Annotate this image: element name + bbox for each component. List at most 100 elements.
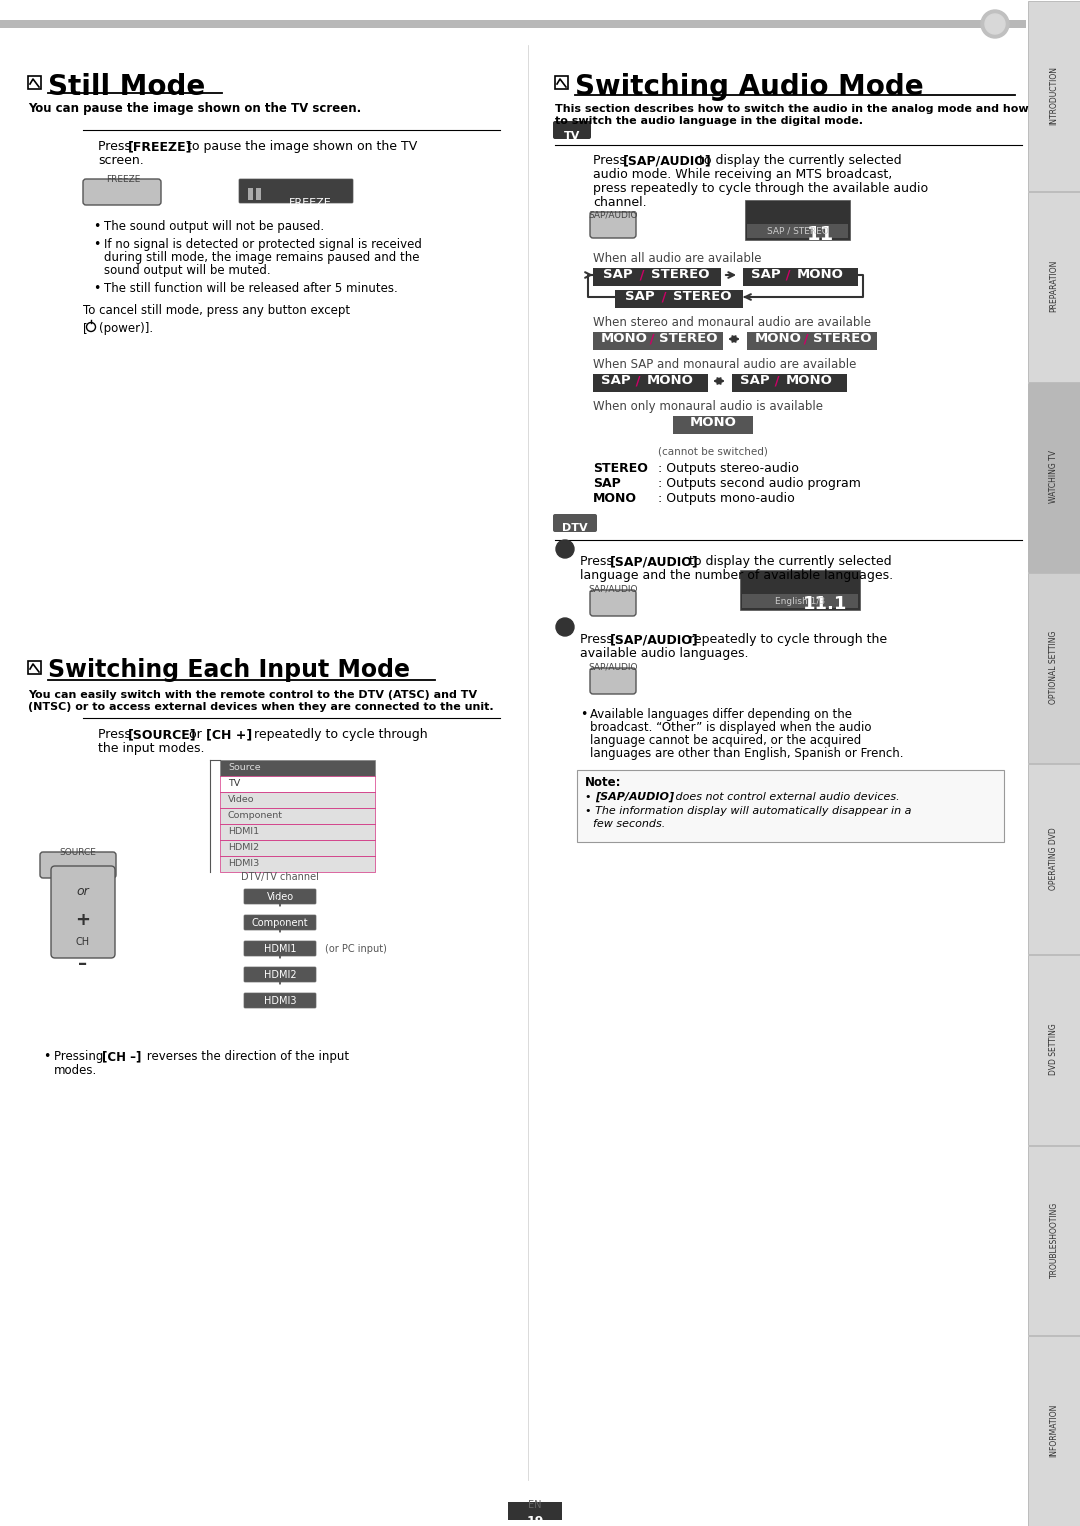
- Text: When only monaural audio is available: When only monaural audio is available: [593, 400, 823, 414]
- FancyBboxPatch shape: [244, 942, 316, 955]
- Text: [SAP/AUDIO]: [SAP/AUDIO]: [610, 633, 699, 645]
- Text: TROUBLESHOOTING: TROUBLESHOOTING: [1050, 1202, 1058, 1277]
- FancyBboxPatch shape: [239, 179, 353, 203]
- Text: MONO: MONO: [647, 374, 693, 388]
- Bar: [1028, 2, 1080, 191]
- Text: sound output will be muted.: sound output will be muted.: [104, 264, 271, 278]
- Text: SAP: SAP: [593, 478, 621, 490]
- Text: Switching Each Input Mode: Switching Each Input Mode: [48, 658, 410, 682]
- FancyBboxPatch shape: [590, 212, 636, 238]
- Bar: [615, 290, 743, 308]
- Text: To cancel still mode, press any button except: To cancel still mode, press any button e…: [83, 304, 350, 317]
- FancyBboxPatch shape: [244, 890, 316, 903]
- Text: /: /: [631, 374, 645, 388]
- Text: or: or: [185, 728, 206, 742]
- Text: DVD SETTING: DVD SETTING: [1050, 1024, 1058, 1074]
- Text: SAP/AUDIO: SAP/AUDIO: [589, 662, 638, 671]
- Text: [SAP/AUDIO]: [SAP/AUDIO]: [595, 792, 674, 803]
- Text: available audio languages.: available audio languages.: [580, 647, 748, 661]
- Text: [: [: [83, 322, 87, 336]
- Text: [SAP/AUDIO]: [SAP/AUDIO]: [610, 555, 699, 568]
- Text: [SOURCE]: [SOURCE]: [129, 728, 197, 742]
- FancyBboxPatch shape: [244, 967, 316, 983]
- Bar: [673, 417, 753, 433]
- Text: STEREO: STEREO: [593, 462, 648, 475]
- Text: SAP/AUDIO: SAP/AUDIO: [589, 584, 638, 594]
- Text: CH: CH: [76, 937, 90, 948]
- Text: (NTSC) or to access external devices when they are connected to the unit.: (NTSC) or to access external devices whe…: [28, 702, 494, 713]
- Text: Press: Press: [593, 154, 630, 166]
- Bar: [248, 188, 253, 200]
- Bar: [220, 824, 375, 839]
- Text: SAP: SAP: [740, 374, 770, 388]
- FancyBboxPatch shape: [553, 121, 591, 139]
- Text: HDMI2: HDMI2: [228, 844, 259, 853]
- Text: The sound output will not be paused.: The sound output will not be paused.: [104, 220, 324, 233]
- Circle shape: [86, 322, 95, 331]
- Text: (or PC input): (or PC input): [325, 943, 387, 954]
- Text: •: •: [585, 792, 595, 803]
- Text: • The information display will automatically disappear in a: • The information display will automatic…: [585, 806, 912, 816]
- Text: /: /: [770, 374, 784, 388]
- Text: or: or: [77, 885, 90, 897]
- Text: MONO: MONO: [600, 333, 648, 345]
- Bar: [745, 200, 850, 240]
- Bar: [742, 594, 858, 607]
- Circle shape: [556, 618, 573, 636]
- Text: /: /: [781, 269, 795, 281]
- Text: 2: 2: [561, 620, 570, 633]
- Text: When stereo and monaural audio are available: When stereo and monaural audio are avail…: [593, 316, 870, 330]
- Text: 1: 1: [561, 542, 570, 555]
- Bar: [747, 224, 848, 238]
- Bar: [1028, 574, 1080, 763]
- Bar: [28, 76, 41, 89]
- Text: EN: EN: [528, 1500, 542, 1511]
- Text: HDMI2: HDMI2: [264, 969, 296, 980]
- Text: few seconds.: few seconds.: [593, 819, 665, 829]
- Text: press repeatedly to cycle through the available audio: press repeatedly to cycle through the av…: [593, 182, 928, 195]
- Text: SAP: SAP: [751, 269, 781, 281]
- Text: MONO: MONO: [797, 269, 843, 281]
- Bar: [220, 856, 375, 871]
- Bar: [732, 374, 847, 392]
- Bar: [577, 771, 1004, 842]
- Text: MONO: MONO: [593, 491, 637, 505]
- Text: Note:: Note:: [585, 777, 621, 789]
- Text: languages are other than English, Spanish or French.: languages are other than English, Spanis…: [590, 748, 904, 760]
- Text: •: •: [43, 1050, 51, 1064]
- FancyBboxPatch shape: [40, 852, 116, 877]
- Text: •: •: [93, 220, 100, 233]
- Text: •: •: [93, 238, 100, 250]
- Text: : Outputs stereo-audio: : Outputs stereo-audio: [658, 462, 799, 475]
- Text: Press: Press: [98, 140, 135, 153]
- Text: Switching Audio Mode: Switching Audio Mode: [575, 73, 923, 101]
- Text: WATCHING TV: WATCHING TV: [1050, 450, 1058, 504]
- Bar: [220, 792, 375, 807]
- Text: PREPARATION: PREPARATION: [1050, 259, 1058, 313]
- Text: /: /: [657, 290, 671, 304]
- Text: SAP: SAP: [600, 374, 631, 388]
- Text: /: /: [799, 333, 813, 345]
- Text: This section describes how to switch the audio in the analog mode and how: This section describes how to switch the…: [555, 104, 1028, 114]
- Text: STEREO: STEREO: [659, 333, 717, 345]
- Text: language cannot be acquired, or the acquired: language cannot be acquired, or the acqu…: [590, 734, 861, 748]
- Text: STEREO: STEREO: [813, 333, 872, 345]
- Text: [FREEZE]: [FREEZE]: [129, 140, 192, 153]
- Bar: [1028, 1337, 1080, 1526]
- Text: When SAP and monaural audio are available: When SAP and monaural audio are availabl…: [593, 359, 856, 371]
- Text: The still function will be released after 5 minutes.: The still function will be released afte…: [104, 282, 397, 295]
- Text: Component: Component: [252, 917, 308, 928]
- Text: SAP/AUDIO: SAP/AUDIO: [589, 211, 638, 220]
- Text: 11.1: 11.1: [802, 595, 847, 613]
- Text: STEREO: STEREO: [673, 290, 731, 304]
- Text: [CH –]: [CH –]: [102, 1050, 141, 1064]
- Text: Video: Video: [267, 891, 294, 902]
- Text: DTV/TV channel: DTV/TV channel: [241, 871, 319, 882]
- Text: MONO: MONO: [755, 333, 801, 345]
- Bar: [0, 20, 1026, 27]
- Text: repeatedly to cycle through the: repeatedly to cycle through the: [685, 633, 887, 645]
- Text: screen.: screen.: [98, 154, 144, 166]
- Text: You can pause the image shown on the TV screen.: You can pause the image shown on the TV …: [28, 102, 361, 114]
- Circle shape: [981, 11, 1009, 38]
- Text: INFORMATION: INFORMATION: [1050, 1404, 1058, 1457]
